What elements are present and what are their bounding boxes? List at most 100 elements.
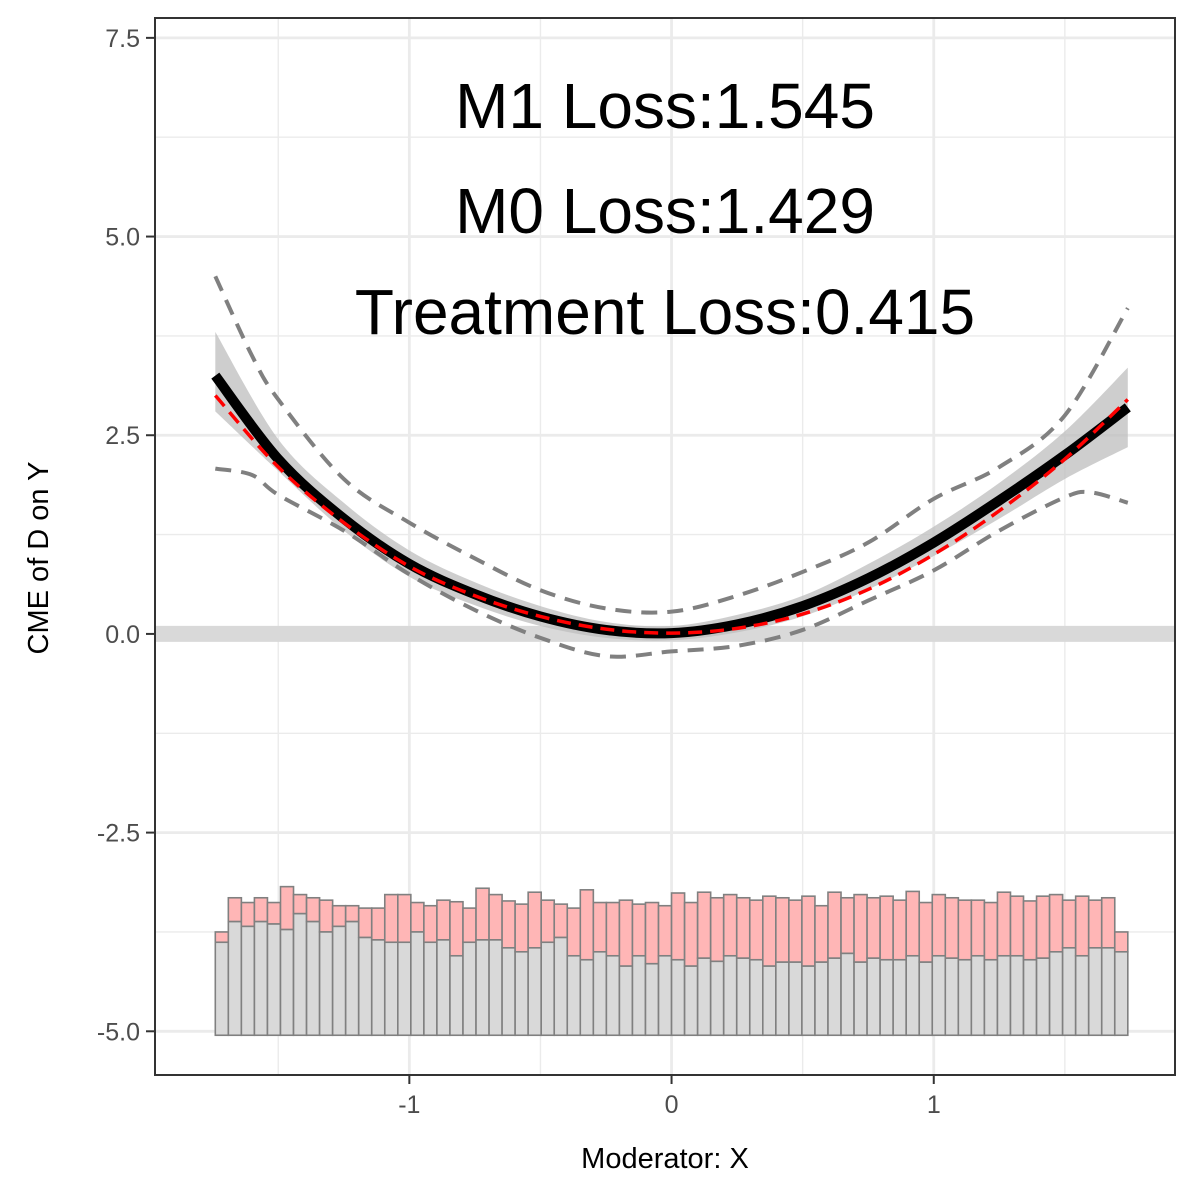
hist-bar-control xyxy=(618,965,634,1037)
hist-bar-treated xyxy=(592,901,608,953)
hist-bar-control xyxy=(344,920,360,1037)
hist-bar-treated xyxy=(357,907,373,939)
hist-bar-control xyxy=(683,965,699,1037)
hist-bar-treated xyxy=(423,904,438,944)
ci-dashed-upper-line xyxy=(213,275,1130,615)
hist-bar-control xyxy=(709,960,725,1037)
hist-bar-treated xyxy=(1087,899,1103,949)
y-tick-label: -2.5 xyxy=(97,820,140,848)
hist-bar-treated xyxy=(892,899,907,961)
ci-dashed-lower-line xyxy=(214,466,1129,659)
hist-bar-treated xyxy=(305,896,321,923)
curve-lines xyxy=(211,372,1131,639)
hist-bar-control xyxy=(357,936,373,1037)
hist-bar-treated xyxy=(788,899,803,963)
x-tick-label: -1 xyxy=(398,1091,420,1119)
hist-bar-treated xyxy=(253,896,269,923)
hist-bar-treated xyxy=(853,893,868,963)
ci-dashed-lines xyxy=(213,275,1130,659)
hist-bar-treated xyxy=(931,893,947,957)
hist-bar-control xyxy=(775,961,790,1037)
hist-bar-treated xyxy=(266,901,282,925)
hist-bar-treated xyxy=(775,896,790,963)
hist-bar-control xyxy=(918,961,934,1037)
x-axis: -1 0 1 xyxy=(398,1075,941,1119)
hist-bar-treated xyxy=(657,904,673,957)
x-axis-title: Moderator: X xyxy=(581,1143,749,1175)
hist-bar-control xyxy=(553,936,569,1037)
hist-bar-treated xyxy=(1061,899,1077,949)
hist-bar-treated xyxy=(214,931,230,944)
hist-bar-treated xyxy=(944,896,960,959)
y-axis-title: CME of D on Y xyxy=(23,462,55,655)
hist-bar-treated xyxy=(383,893,399,944)
hist-bar-control xyxy=(644,962,660,1037)
hist-bar-treated xyxy=(983,901,999,961)
hist-bar-treated xyxy=(722,893,738,957)
hist-bar-treated xyxy=(501,900,516,949)
hist-bar-control xyxy=(1022,958,1038,1037)
hist-bar-control xyxy=(931,954,947,1037)
hist-bar-treated xyxy=(227,896,243,923)
hist-bar-control xyxy=(266,923,282,1037)
hist-bar-treated xyxy=(370,907,386,941)
hist-bar-treated xyxy=(683,901,699,967)
loss-annotation: M0 Loss:1.429 xyxy=(455,175,875,247)
hist-bar-treated xyxy=(748,899,764,961)
hist-bar-treated xyxy=(514,903,529,953)
hist-bar-control xyxy=(605,954,621,1037)
x-tick-label: 1 xyxy=(927,1091,941,1119)
hist-bar-treated xyxy=(618,899,634,967)
hist-bar-control xyxy=(514,951,529,1037)
hist-bar-treated xyxy=(553,903,569,939)
hist-bar-treated xyxy=(696,891,712,959)
hist-bar-treated xyxy=(1035,895,1051,959)
hist-bar-treated xyxy=(566,907,582,957)
hist-bar-control xyxy=(501,947,516,1037)
plot-panel-border xyxy=(154,17,1176,1076)
y-tick-label: 7.5 xyxy=(105,25,140,53)
hist-bar-control xyxy=(801,965,816,1037)
hist-bar-control xyxy=(370,939,386,1037)
hist-bar-control xyxy=(383,941,399,1037)
hist-bar-control xyxy=(879,958,894,1037)
hist-bar-control xyxy=(670,958,686,1037)
hist-bar-treated xyxy=(1022,900,1038,961)
panel-outline xyxy=(154,17,1176,1076)
hist-bar-treated xyxy=(318,899,334,933)
hist-bar-control xyxy=(944,957,960,1037)
y-tick-label: -5.0 xyxy=(97,1018,140,1046)
hist-bar-treated xyxy=(579,889,595,961)
hist-bar-control xyxy=(279,928,295,1037)
hist-bar-control xyxy=(423,941,438,1037)
hist-bar-control xyxy=(240,925,256,1037)
hist-bar-treated xyxy=(540,899,556,944)
hist-bar-control xyxy=(305,920,321,1037)
loss-annotation: M1 Loss:1.545 xyxy=(455,70,875,142)
hist-bar-control xyxy=(410,931,425,1037)
hist-bar-control xyxy=(840,952,855,1037)
x-tick-label: 0 xyxy=(665,1091,679,1119)
hist-bar-control xyxy=(1087,947,1103,1037)
loss-annotations: M1 Loss:1.545 M0 Loss:1.429 Treatment Loss… xyxy=(355,70,975,348)
hist-bar-control xyxy=(579,958,595,1037)
hist-bar-treated xyxy=(670,892,686,961)
hist-bar-control xyxy=(1009,954,1025,1037)
hist-bar-control xyxy=(788,961,803,1037)
hist-bar-control xyxy=(970,954,986,1037)
hist-bar-treated xyxy=(1009,895,1025,957)
hist-bar-treated xyxy=(279,885,295,931)
hist-bar-control xyxy=(892,958,907,1037)
hist-bar-treated xyxy=(879,895,894,961)
hist-bar-treated xyxy=(970,899,986,957)
hist-bar-control xyxy=(866,957,881,1037)
hist-bar-control xyxy=(814,961,829,1037)
hist-bar-treated xyxy=(1074,895,1090,957)
hist-bar-treated xyxy=(488,893,503,941)
hist-bar-treated xyxy=(827,891,842,959)
hist-bar-control xyxy=(253,920,269,1037)
y-tick-label: 5.0 xyxy=(105,224,140,252)
hist-bar-control xyxy=(696,957,712,1037)
hist-bar-control xyxy=(331,925,347,1037)
y-tick-label: 0.0 xyxy=(105,621,140,649)
